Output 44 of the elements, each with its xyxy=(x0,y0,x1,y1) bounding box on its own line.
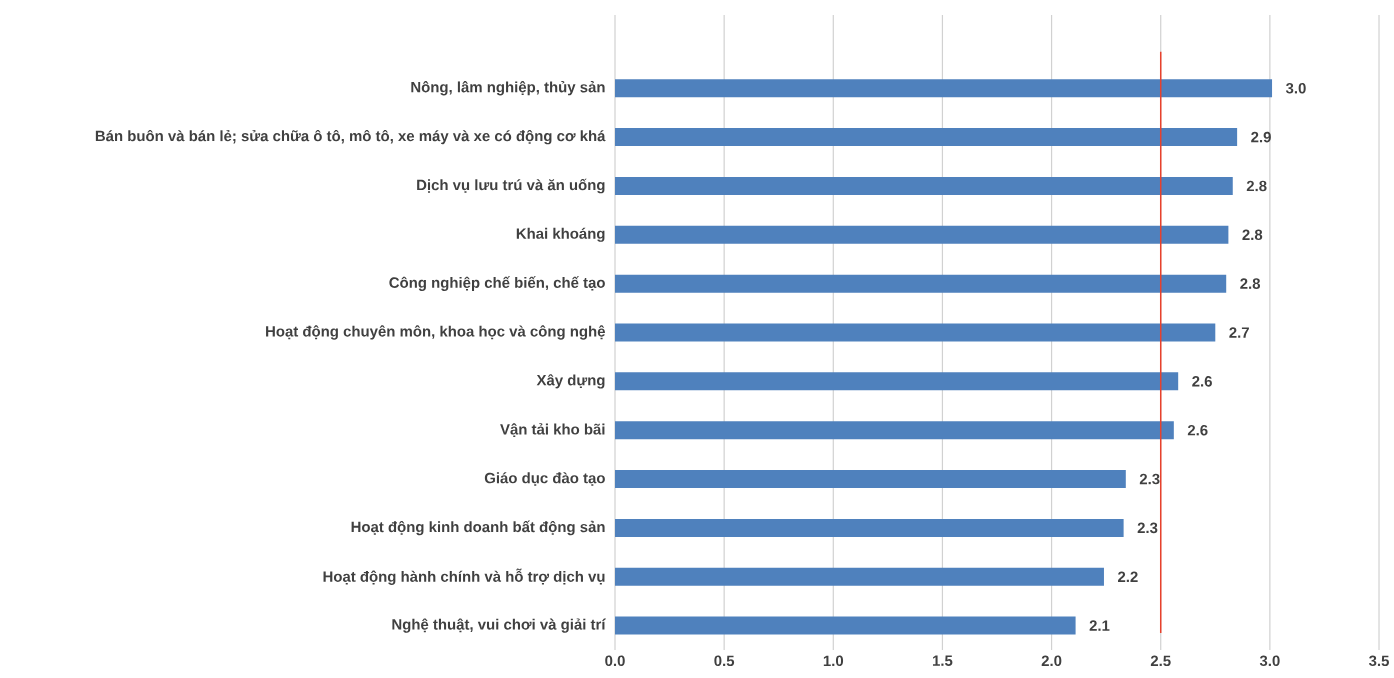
bar xyxy=(615,372,1179,391)
text: 0.5 xyxy=(714,655,735,667)
y-tick-label: Hoạt động hành chính và hỗ trợ dịch vụ xyxy=(323,568,605,585)
y-tick-label: Nghệ thuật, vui chơi và giải trí xyxy=(392,618,606,633)
y-tick-label: Hoạt động chuyên môn, khoa học và công nghệ xyxy=(266,325,605,340)
text: 0.0 xyxy=(605,655,625,667)
bar xyxy=(615,518,1124,537)
y-tick-label: Công nghiệp chế biến, chế tạo xyxy=(389,276,605,291)
y-tick-label: Nông, lâm nghiệp, thủy sản xyxy=(411,81,605,96)
data-label: 2.7 xyxy=(1229,327,1249,338)
bar xyxy=(615,128,1238,147)
y-tick-label: Hoạt động kinh doanh bất động sản xyxy=(351,520,605,536)
data-label: 2.1 xyxy=(1089,620,1110,631)
bar xyxy=(615,274,1227,293)
data-label: 2.3 xyxy=(1139,473,1160,485)
text: 2.5 xyxy=(1150,655,1171,667)
data-label: 2.8 xyxy=(1246,180,1267,192)
data-label: 2.3 xyxy=(1137,522,1158,534)
y-tick-label: Bán buôn và bán lẻ; sửa chữa ô tô, mô tô, xe máy và xe có động cơ khá xyxy=(95,129,606,145)
data-label: 2.2 xyxy=(1118,571,1138,582)
text: 3.0 xyxy=(1259,655,1280,667)
data-label: 2.8 xyxy=(1242,229,1263,241)
y-tick-label: Dịch vụ lưu trú và ăn uống xyxy=(417,178,605,194)
y-tick-label: Khai khoáng xyxy=(516,227,605,242)
bar xyxy=(615,616,1076,635)
data-label: 3.0 xyxy=(1285,82,1306,94)
text: 1.5 xyxy=(932,655,953,666)
data-label: 2.8 xyxy=(1240,278,1261,289)
bar xyxy=(615,323,1216,342)
y-tick-label: Vận tải kho bãi xyxy=(500,423,605,438)
bar xyxy=(615,567,1104,586)
bar xyxy=(615,421,1174,440)
y-tick-label: Giáo dục đào tạo xyxy=(484,472,605,486)
text: 1.0 xyxy=(823,655,844,667)
data-label: 2.9 xyxy=(1251,131,1271,143)
bar xyxy=(615,470,1126,489)
bar xyxy=(615,79,1273,98)
y-tick-label: Xây dựng xyxy=(536,374,605,389)
text: 3.5 xyxy=(1368,655,1389,667)
text: 2.0 xyxy=(1041,655,1062,667)
data-label: 2.6 xyxy=(1187,424,1208,436)
data-label: 2.6 xyxy=(1192,376,1212,387)
bar xyxy=(615,225,1229,244)
bar xyxy=(615,176,1233,195)
